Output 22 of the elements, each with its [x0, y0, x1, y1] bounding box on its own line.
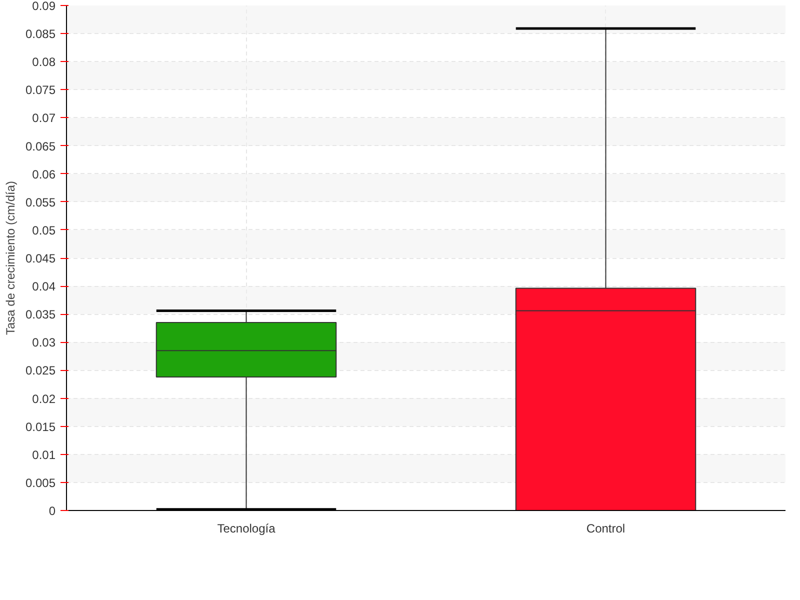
y-axis-title: Tasa de crecimiento (cm/día) [3, 180, 18, 336]
x-tick-label: Tecnología [217, 522, 276, 536]
y-tick-label: 0.04 [32, 280, 56, 294]
y-tick-label: 0.085 [25, 27, 56, 42]
y-tick-label: 0.07 [32, 111, 56, 126]
y-tick-label: 0 [48, 504, 56, 518]
y-tick-label: 0.045 [25, 252, 56, 266]
x-tick-label: Control [586, 522, 626, 536]
y-tick-label: 0.075 [25, 83, 56, 98]
y-tick-label: 0.055 [25, 195, 56, 210]
y-tick-label: 0.03 [32, 336, 56, 350]
y-tick-label: 0.02 [32, 392, 56, 406]
y-tick-label: 0.09 [32, 0, 56, 13]
y-tick-label: 0.05 [32, 223, 56, 238]
y-tick-label: 0.035 [25, 308, 56, 322]
y-tick-label: 0.01 [32, 448, 56, 462]
y-tick-label: 0.06 [32, 167, 56, 182]
y-tick-label: 0.015 [25, 420, 56, 434]
y-tick-label: 0.08 [32, 55, 56, 70]
y-tick-label: 0.025 [25, 364, 56, 378]
y-tick-label: 0.005 [25, 476, 56, 490]
y-tick-label: 0.065 [25, 139, 56, 154]
